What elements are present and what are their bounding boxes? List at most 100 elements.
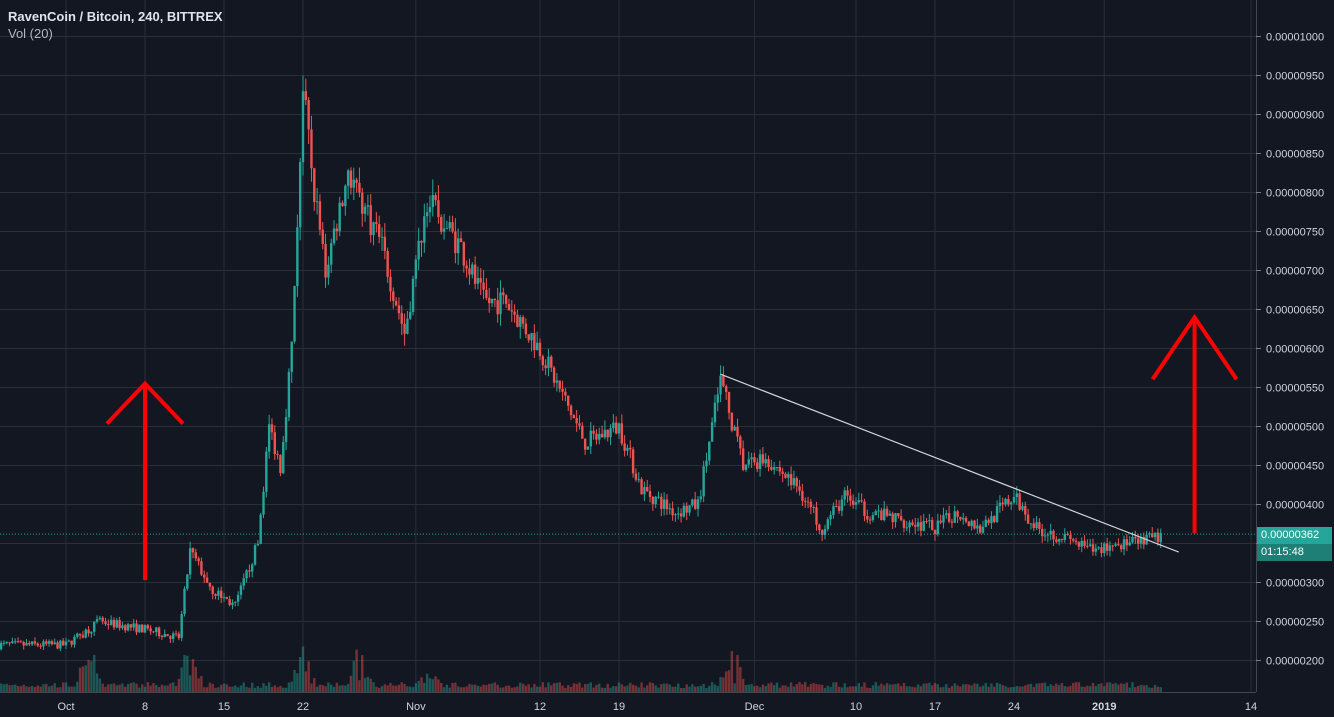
candle-body (801, 490, 804, 501)
candle-body (950, 521, 954, 523)
volume-bar (149, 685, 152, 692)
candle-body (860, 500, 863, 502)
candle-body (699, 496, 703, 500)
candle-body (245, 570, 248, 579)
candle-body (620, 423, 624, 444)
candle-body (140, 624, 144, 633)
volume-bar (403, 684, 406, 692)
candle-body (313, 168, 316, 202)
candle-body (200, 561, 203, 575)
volume-bar (282, 687, 285, 692)
volume-bar (950, 686, 954, 692)
volume-bar (795, 684, 798, 692)
candle-body (942, 515, 945, 523)
candle-body (614, 422, 618, 434)
candle-body (685, 505, 688, 513)
candle-body (476, 278, 480, 284)
volume-bar (1041, 682, 1044, 692)
candle-body (665, 499, 669, 510)
volume-bar (959, 686, 962, 692)
candle-body (177, 633, 181, 638)
candle-body (806, 501, 810, 503)
candle-body (967, 521, 971, 527)
time-axis[interactable]: Oct 8 15 22 Nov 12 19 Dec 10 17 24 2019 14 (57, 701, 1257, 713)
candle-body (273, 432, 276, 455)
volume-bar (812, 683, 815, 692)
volume-bar (617, 682, 621, 692)
candle-body (485, 289, 488, 298)
volume-bar (234, 685, 237, 692)
volume-bar (609, 687, 612, 692)
volume-bar (177, 678, 181, 692)
volume-bar (637, 687, 640, 692)
volume-bar (290, 681, 293, 692)
volume-bar (612, 685, 615, 692)
candle-body (1049, 530, 1052, 535)
candle-body (535, 342, 539, 351)
candle-body (564, 391, 567, 396)
candle-body (344, 185, 347, 207)
price-tick-label: 0.00000650 (1266, 305, 1324, 317)
volume-indicator-label[interactable]: Vol (20) (8, 26, 53, 41)
candle-body (583, 438, 587, 450)
volume-bar (770, 682, 773, 692)
volume-bar (908, 686, 911, 692)
candle-body (493, 298, 497, 301)
volume-bar (411, 687, 415, 692)
volume-bar (756, 685, 759, 692)
volume-bar (330, 684, 333, 692)
volume-bar (646, 685, 649, 692)
candle-body (203, 574, 206, 578)
volume-bar (400, 682, 403, 692)
annotation-arrows[interactable] (105, 313, 1239, 581)
candle-body (301, 91, 305, 163)
candle-body (987, 519, 990, 524)
volume-bar (490, 683, 494, 692)
volume-bar (513, 687, 516, 692)
volume-bar (349, 675, 353, 692)
candle-body (219, 590, 223, 599)
volume-bar (758, 687, 762, 692)
candle-body (646, 487, 649, 492)
volume-bar (784, 685, 787, 692)
candle-body (713, 402, 717, 423)
volume-bar (93, 655, 96, 692)
volume-bar (998, 683, 1002, 692)
candle-body (276, 454, 279, 456)
volume-bar (891, 684, 894, 692)
volume-bar (485, 685, 488, 692)
volume-bar (880, 683, 883, 692)
volume-bar (217, 687, 220, 692)
candle-body (397, 305, 401, 314)
arrow-head[interactable] (105, 380, 185, 425)
volume-bar (787, 686, 790, 692)
candle-body (417, 240, 420, 260)
price-tick-label: 0.00000700 (1266, 266, 1324, 278)
volume-bar (372, 682, 375, 692)
arrow-head[interactable] (1150, 313, 1239, 381)
candle-body (722, 375, 725, 387)
volume-bar (1117, 684, 1120, 692)
candle-body (631, 449, 635, 474)
candle-body (104, 621, 107, 625)
volume-bar (180, 667, 183, 692)
volume-bar (1108, 682, 1112, 692)
volume-bar (375, 686, 378, 692)
candle-body (544, 365, 547, 369)
trendline[interactable] (720, 373, 1179, 553)
candle-body (730, 412, 734, 431)
candle-body (8, 642, 11, 644)
candle-body (688, 505, 691, 513)
candle-body (818, 524, 821, 531)
candle-body (361, 192, 364, 214)
candle-body (538, 342, 542, 357)
candle-body (885, 508, 889, 516)
volume-bar (296, 673, 299, 692)
candle-body (789, 474, 793, 486)
candle-body (868, 519, 872, 521)
symbol-title[interactable]: RavenCoin / Bitcoin, 240, BITTREX (8, 9, 223, 24)
candle-body (1015, 493, 1019, 498)
volume-bar (713, 684, 717, 692)
candle-body (265, 451, 268, 492)
